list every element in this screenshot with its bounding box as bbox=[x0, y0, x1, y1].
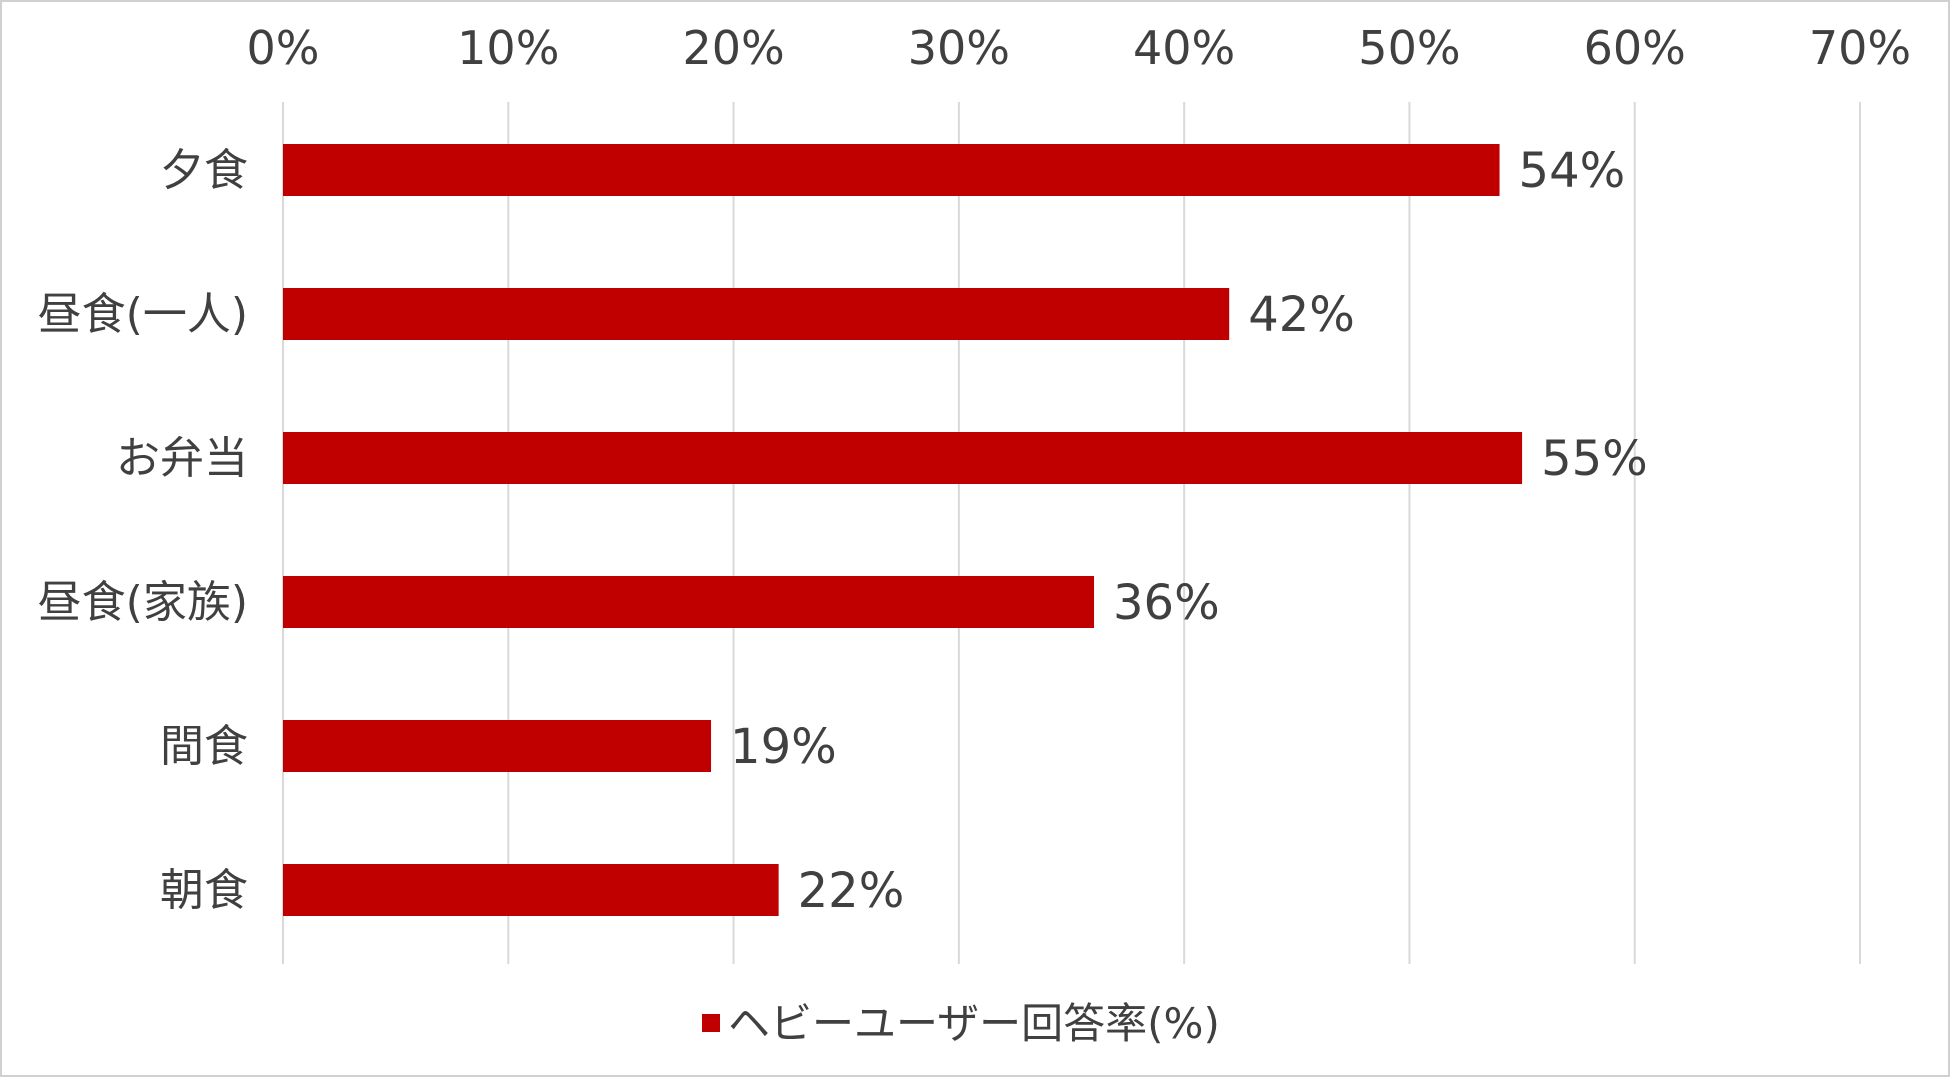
data-label: 55% bbox=[1541, 431, 1648, 487]
data-label: 54% bbox=[1519, 143, 1626, 199]
bar bbox=[283, 144, 1500, 196]
x-tick-label: 60% bbox=[1584, 21, 1686, 75]
bar bbox=[283, 576, 1095, 628]
data-label: 22% bbox=[798, 863, 905, 919]
x-tick-label: 20% bbox=[682, 21, 784, 75]
x-tick-label: 10% bbox=[457, 21, 559, 75]
category-label: 夕食 bbox=[160, 145, 248, 196]
category-label: 朝食 bbox=[160, 865, 248, 916]
x-tick-label: 0% bbox=[247, 21, 320, 75]
category-label: お弁当 bbox=[116, 433, 248, 484]
category-label: 間食 bbox=[160, 721, 248, 772]
bar bbox=[283, 432, 1523, 484]
bar bbox=[283, 288, 1230, 340]
x-tick-label: 50% bbox=[1358, 21, 1460, 75]
category-label: 昼食(一人) bbox=[38, 289, 248, 340]
data-label: 19% bbox=[730, 719, 837, 775]
data-label: 36% bbox=[1113, 575, 1220, 631]
data-labels: 54% 42% 55% 36% 19% 22% bbox=[730, 143, 1648, 919]
legend-label: ヘビーユーザー回答率(%) bbox=[728, 999, 1220, 1048]
legend-swatch bbox=[702, 1014, 720, 1032]
legend: ヘビーユーザー回答率(%) bbox=[702, 999, 1220, 1048]
x-tick-label: 70% bbox=[1809, 21, 1911, 75]
bar bbox=[283, 864, 779, 916]
gridlines bbox=[282, 102, 1861, 964]
data-label: 42% bbox=[1248, 287, 1355, 343]
x-tick-label: 40% bbox=[1133, 21, 1235, 75]
bars bbox=[283, 144, 1523, 916]
x-axis-ticks: 0% 10% 20% 30% 40% 50% 60% 70% bbox=[247, 21, 1912, 75]
category-label: 昼食(家族) bbox=[38, 577, 248, 628]
bar bbox=[283, 720, 712, 772]
x-tick-label: 30% bbox=[908, 21, 1010, 75]
